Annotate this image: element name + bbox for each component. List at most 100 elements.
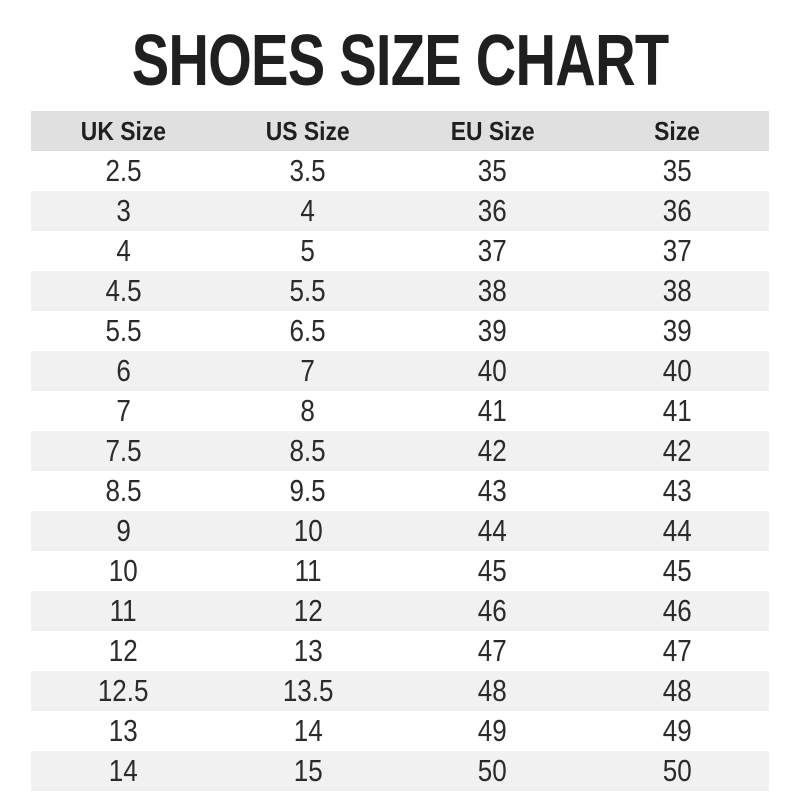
size-cell-value: 49 [477, 713, 507, 748]
size-cell-value: 49 [662, 713, 692, 748]
table-row: 11 12 46 46 [31, 591, 769, 631]
size-cell-value: 37 [662, 233, 692, 268]
size-cell-value: 7.5 [105, 433, 142, 468]
size-cell: 6.5 [216, 311, 401, 351]
size-cell: 8.5 [31, 471, 216, 511]
size-cell: 8.5 [216, 431, 401, 471]
size-cell-value: 10 [293, 513, 323, 548]
size-cell-value: 7 [116, 393, 131, 428]
size-cell: 37 [400, 231, 585, 271]
page-title-text: SHOES SIZE CHART [131, 21, 669, 101]
size-cell: 13 [31, 711, 216, 751]
size-cell-value: 48 [477, 673, 507, 708]
table-header-row: UK Size US Size EU Size Size [31, 111, 769, 151]
size-cell-value: 3 [116, 193, 131, 228]
size-cell-value: 3.5 [289, 153, 326, 188]
size-cell-value: 41 [662, 393, 692, 428]
size-cell: 36 [585, 191, 770, 231]
size-cell: 48 [585, 671, 770, 711]
table-row: 5.5 6.5 39 39 [31, 311, 769, 351]
size-cell: 14 [31, 751, 216, 791]
size-cell: 42 [400, 431, 585, 471]
size-cell: 7.5 [31, 431, 216, 471]
size-cell: 38 [585, 271, 770, 311]
size-cell: 35 [400, 151, 585, 191]
size-cell-value: 44 [477, 513, 507, 548]
size-cell: 12 [216, 591, 401, 631]
size-cell-value: 43 [662, 473, 692, 508]
size-cell-value: 8.5 [289, 433, 326, 468]
size-cell: 5.5 [31, 311, 216, 351]
size-cell: 45 [400, 551, 585, 591]
size-cell-value: 9 [116, 513, 131, 548]
size-cell: 39 [400, 311, 585, 351]
size-cell-value: 38 [477, 273, 507, 308]
size-cell-value: 13.5 [282, 673, 334, 708]
size-cell-value: 4.5 [105, 273, 142, 308]
size-cell: 10 [216, 511, 401, 551]
size-cell-value: 40 [662, 353, 692, 388]
size-cell-value: 14 [293, 713, 323, 748]
column-header: Size [584, 111, 769, 151]
size-cell-value: 4 [300, 193, 315, 228]
size-cell: 10 [31, 551, 216, 591]
table-row: 13 14 49 49 [31, 711, 769, 751]
column-header-label: US Size [265, 115, 350, 146]
size-cell-value: 12 [293, 593, 323, 628]
size-cell: 3.5 [216, 151, 401, 191]
size-cell: 8 [216, 391, 401, 431]
size-cell: 13.5 [216, 671, 401, 711]
size-cell: 2.5 [31, 151, 216, 191]
table-row: 8.5 9.5 43 43 [31, 471, 769, 511]
size-cell-value: 6 [116, 353, 131, 388]
size-cell: 15 [216, 751, 401, 791]
size-cell: 41 [400, 391, 585, 431]
size-cell-value: 9.5 [289, 473, 326, 508]
size-cell: 40 [400, 351, 585, 391]
table-row: 12 13 47 47 [31, 631, 769, 671]
size-cell-value: 5 [300, 233, 315, 268]
size-cell: 41 [585, 391, 770, 431]
size-cell-value: 45 [662, 553, 692, 588]
size-cell-value: 35 [662, 153, 692, 188]
size-cell: 37 [585, 231, 770, 271]
size-cell: 50 [400, 751, 585, 791]
size-cell: 43 [585, 471, 770, 511]
size-cell: 40 [585, 351, 770, 391]
table-row: 9 10 44 44 [31, 511, 769, 551]
size-cell-value: 39 [662, 313, 692, 348]
size-cell: 12 [31, 631, 216, 671]
size-cell: 3 [31, 191, 216, 231]
size-cell: 47 [585, 631, 770, 671]
size-cell: 49 [585, 711, 770, 751]
size-cell-value: 35 [477, 153, 507, 188]
size-cell: 45 [585, 551, 770, 591]
size-cell: 9.5 [216, 471, 401, 511]
size-cell-value: 37 [477, 233, 507, 268]
table-row: 10 11 45 45 [31, 551, 769, 591]
size-cell-value: 42 [662, 433, 692, 468]
size-cell-value: 11 [294, 553, 322, 588]
size-cell: 13 [216, 631, 401, 671]
size-cell: 7 [31, 391, 216, 431]
size-cell: 49 [400, 711, 585, 751]
table-row: 4 5 37 37 [31, 231, 769, 271]
size-cell-value: 5.5 [105, 313, 142, 348]
size-cell-value: 13 [108, 713, 138, 748]
column-header: US Size [215, 111, 400, 151]
size-cell: 46 [585, 591, 770, 631]
size-cell-value: 8 [300, 393, 315, 428]
size-cell: 48 [400, 671, 585, 711]
size-cell: 11 [31, 591, 216, 631]
page-title: SHOES SIZE CHART [0, 0, 800, 98]
size-chart-table: UK Size US Size EU Size Size 2.5 3.5 35 35 3 4 36… [31, 111, 769, 791]
size-cell: 36 [400, 191, 585, 231]
table-row: 2.5 3.5 35 35 [31, 151, 769, 191]
column-header-label: UK Size [80, 115, 166, 146]
size-cell: 35 [585, 151, 770, 191]
table-row: 4.5 5.5 38 38 [31, 271, 769, 311]
table-row: 3 4 36 36 [31, 191, 769, 231]
column-header-label: EU Size [450, 115, 535, 146]
table-row: 7.5 8.5 42 42 [31, 431, 769, 471]
size-cell-value: 47 [662, 633, 692, 668]
